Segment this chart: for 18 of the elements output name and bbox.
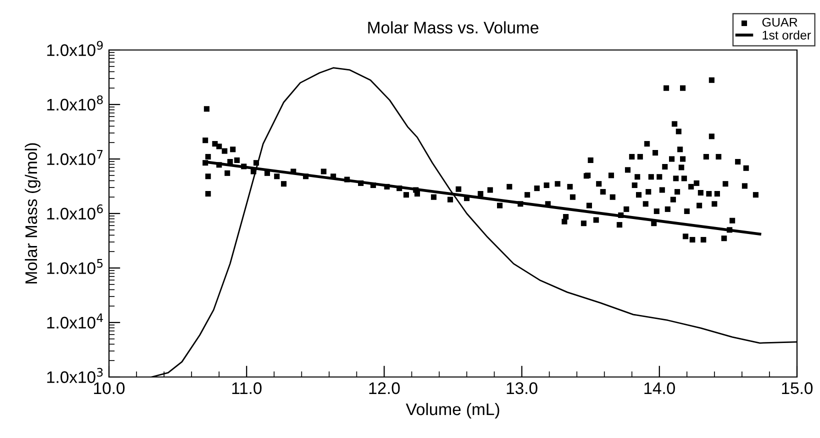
y-tick-label: 1.0x10$^{8}$ (47, 95, 103, 111)
legend-label: GUAR (762, 18, 798, 27)
x-tick-label: 15.0 (782, 382, 813, 394)
x-tick-label: 13.0 (506, 382, 538, 394)
x-tick-label: 11.0 (232, 382, 262, 394)
legend-label: 1st order (762, 30, 811, 40)
x-tick-label: 12.0 (369, 382, 400, 394)
y-tick-label: 1.0x10$^{3}$ (47, 368, 103, 384)
x-axis-title: Volume (mL) (406, 402, 500, 418)
chart-title: Molar Mass vs. Volume (368, 21, 538, 34)
y-tick-label: 1.0x10$^{5}$ (47, 259, 103, 274)
y-tick-label: 1.0x10$^{7}$ (47, 150, 103, 166)
y-tick-label: 1.0x10$^{4}$ (47, 314, 103, 329)
y-tick-label: 1.0x10$^{9}$ (47, 40, 103, 56)
y-axis-title: Molar Mass (g/mol) (24, 143, 40, 284)
y-tick-label: 1.0x10$^{6}$ (47, 204, 103, 220)
x-tick-label: 10.0 (94, 382, 125, 394)
x-tick-label: 14.0 (644, 382, 675, 394)
